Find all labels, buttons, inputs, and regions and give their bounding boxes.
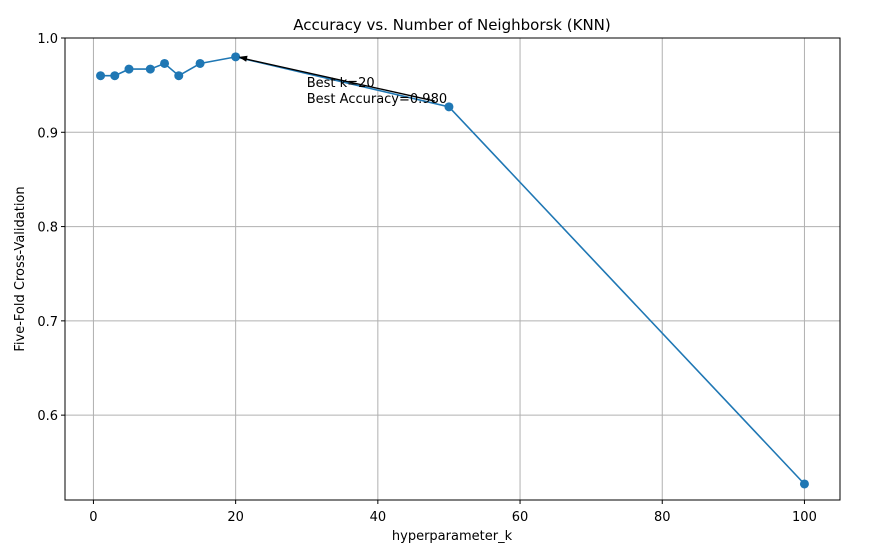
x-tick-label: 100 [792, 510, 817, 525]
plot-frame [64, 37, 841, 501]
data-point [96, 71, 106, 81]
y-axis-label: Five-Fold Cross-Validation [13, 186, 28, 351]
data-point [124, 64, 134, 74]
data-point [231, 52, 241, 62]
series-layer [96, 52, 809, 489]
y-tick-label: 0.7 [37, 315, 58, 330]
y-tick-label: 0.8 [37, 221, 58, 236]
y-tick-label: 0.6 [37, 409, 58, 424]
annotation-text: Best k=20 [307, 76, 375, 91]
data-point [799, 479, 809, 489]
x-tick-label: 20 [227, 510, 244, 525]
annotation-text: Best Accuracy=0.980 [307, 92, 447, 107]
data-point [174, 71, 184, 81]
data-point [444, 102, 454, 112]
x-tick-label: 80 [654, 510, 671, 525]
data-point [160, 58, 170, 68]
ticks: 0 20 40 60 80 100 0.6 0.7 0.8 0.9 1.0 [37, 32, 817, 525]
data-point [195, 58, 205, 68]
annotation-arrowhead [238, 55, 248, 62]
x-axis-label: hyperparameter_k [392, 529, 513, 544]
data-point [145, 64, 155, 74]
data-point [110, 71, 120, 81]
annotation-arrow-line [240, 57, 435, 102]
y-tick-label: 1.0 [37, 32, 58, 47]
y-tick-label: 0.9 [37, 126, 58, 141]
x-tick-label: 40 [370, 510, 387, 525]
chart-title: Accuracy vs. Number of Neighborsk (KNN) [293, 16, 611, 34]
series-line [100, 56, 805, 485]
x-tick-label: 60 [512, 510, 529, 525]
x-tick-label: 0 [89, 510, 97, 525]
